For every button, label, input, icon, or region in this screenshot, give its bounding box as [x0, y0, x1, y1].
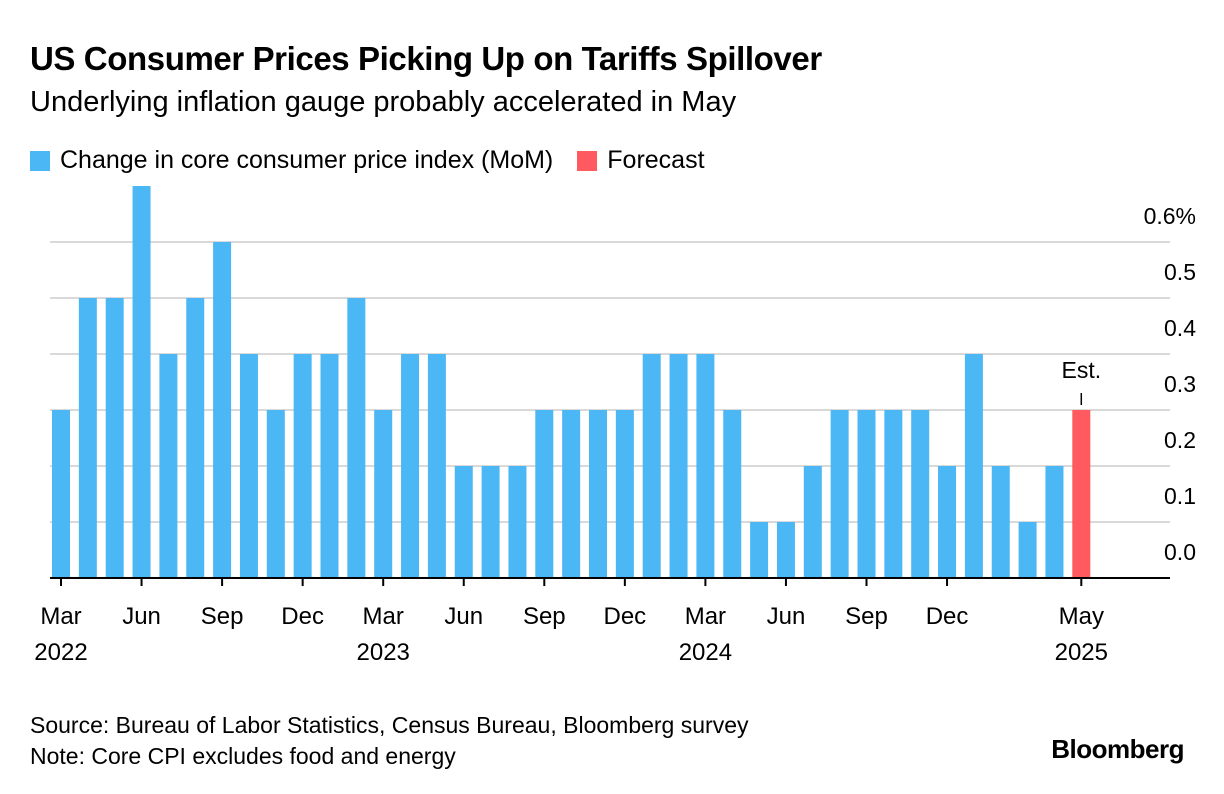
bloomberg-logo: Bloomberg [1051, 734, 1184, 764]
legend-swatch-actual [30, 150, 50, 171]
bar-actual [669, 354, 688, 578]
x-tick-label: Sep [201, 603, 244, 630]
x-tick-label: May [1059, 603, 1104, 630]
x-year-label: 2023 [357, 639, 410, 666]
legend-item-actual: Change in core consumer price index (MoM… [30, 146, 553, 175]
note-text: Note: Core CPI excludes food and energy [30, 743, 456, 769]
x-tick-label: Mar [363, 603, 404, 630]
bar-actual [293, 354, 312, 578]
x-tick-label: Jun [122, 603, 161, 630]
bar-actual [884, 410, 903, 578]
bar-actual [723, 410, 742, 578]
x-tick-label: Mar [40, 603, 81, 630]
y-tick-label: 0.0 [1164, 539, 1196, 565]
x-tick-label: Dec [926, 603, 969, 630]
x-tick-label: Dec [604, 603, 647, 630]
x-year-label: 2022 [34, 639, 87, 666]
bar-actual [696, 354, 715, 578]
bar-actual [132, 186, 151, 578]
bar-actual [857, 410, 876, 578]
bar-actual [803, 466, 822, 578]
bar-actual [911, 410, 930, 578]
bar-actual [615, 410, 634, 578]
bar-actual [1045, 466, 1064, 578]
bar-actual [830, 410, 849, 578]
x-year-label: 2024 [679, 639, 732, 666]
source-text: Source: Bureau of Labor Statistics, Cens… [30, 712, 749, 738]
bar-actual [159, 354, 178, 578]
bar-actual [320, 354, 339, 578]
bar-actual [454, 466, 473, 578]
y-tick-label: 0.5 [1164, 259, 1196, 285]
bar-actual [1018, 522, 1037, 578]
x-tick-label: Mar [685, 603, 726, 630]
bar-actual [213, 242, 232, 578]
bar-actual [589, 410, 607, 578]
y-tick-label: 0.4 [1164, 315, 1196, 341]
y-tick-label: 0.6% [1144, 203, 1196, 229]
bar-actual [750, 522, 769, 578]
bar-actual [78, 298, 97, 578]
x-tick-label: Sep [523, 603, 566, 630]
bar-actual [508, 466, 527, 578]
legend-label-forecast: Forecast [607, 146, 705, 174]
legend: Change in core consumer price index (MoM… [30, 146, 729, 175]
y-tick-label: 0.2 [1164, 427, 1196, 453]
bar-actual [562, 410, 581, 578]
x-tick-label: Dec [281, 603, 324, 630]
x-tick-label: Jun [767, 603, 806, 630]
bar-actual [427, 354, 446, 578]
bar-actual [535, 410, 554, 578]
bar-actual [938, 466, 957, 578]
chart-title: US Consumer Prices Picking Up on Tariffs… [30, 40, 822, 77]
legend-label-actual: Change in core consumer price index (MoM… [60, 146, 554, 174]
y-tick-label: 0.1 [1164, 483, 1196, 509]
bar-actual [776, 522, 795, 578]
bar-actual [481, 466, 500, 578]
bar-actual [266, 410, 285, 578]
legend-swatch-forecast [577, 150, 598, 171]
bar-actual [401, 354, 420, 578]
annotation-est-label: Est. [1061, 357, 1101, 383]
bar-actual [642, 354, 661, 578]
chart-subtitle: Underlying inflation gauge probably acce… [30, 86, 737, 118]
bar-forecast [1072, 410, 1091, 578]
y-tick-label: 0.3 [1164, 371, 1196, 397]
bar-actual [105, 298, 124, 578]
bar-actual [239, 354, 258, 578]
bar-actual [52, 410, 70, 578]
x-tick-label: Sep [845, 603, 888, 630]
bar-actual [964, 354, 983, 578]
x-year-label: 2025 [1055, 639, 1108, 666]
x-tick-label: Jun [444, 603, 483, 630]
bar-actual [186, 298, 205, 578]
bar-actual [991, 466, 1010, 578]
legend-item-forecast: Forecast [577, 146, 705, 175]
bar-actual [347, 298, 366, 578]
footnote: Source: Bureau of Labor Statistics, Cens… [30, 710, 748, 772]
bar-actual [374, 410, 393, 578]
